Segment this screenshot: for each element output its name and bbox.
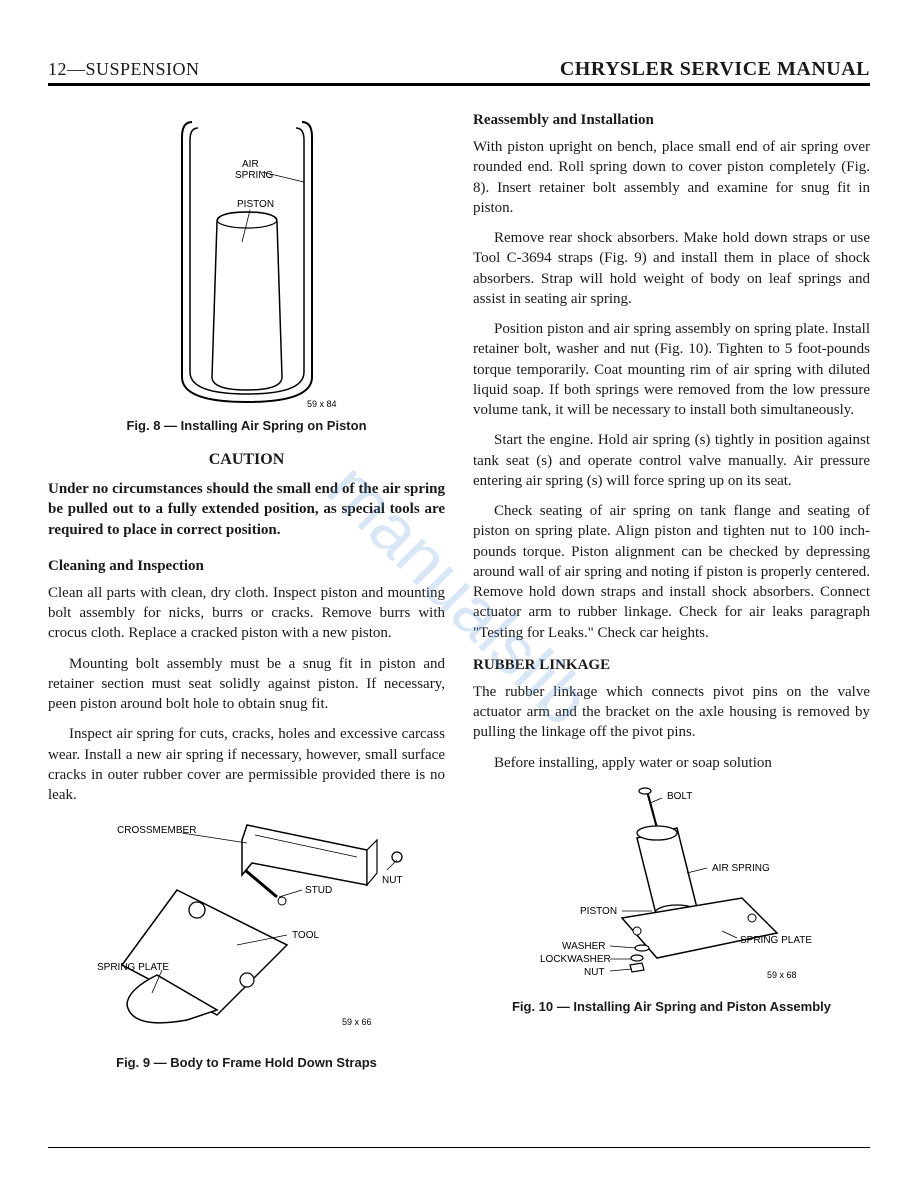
figure-10-svg: BOLT AIR SPRING PISTON SPRING PLATE WASH… — [492, 783, 852, 993]
reassembly-heading: Reassembly and Installation — [473, 112, 870, 129]
fig9-label-nut: NUT — [382, 875, 403, 886]
page: manualslib 12—SUSPENSION CHRYSLER SERVIC… — [0, 0, 918, 1188]
fig10-label-airspring: AIR SPRING — [712, 863, 770, 874]
fig9-label-springplate: SPRING PLATE — [97, 962, 169, 973]
fig8-label-piston: PISTON — [237, 199, 274, 210]
fig10-label-piston: PISTON — [580, 906, 617, 917]
fig10-label-bolt: BOLT — [667, 791, 692, 802]
rubber-heading: RUBBER LINKAGE — [473, 657, 870, 674]
fig10-label-nut: NUT — [584, 967, 605, 978]
fig8-label-airspring: AIR — [242, 159, 259, 170]
figure-10: BOLT AIR SPRING PISTON SPRING PLATE WASH… — [473, 783, 870, 1014]
figure-8-caption: Fig. 8 — Installing Air Spring on Piston — [48, 418, 445, 433]
header-right: CHRYSLER SERVICE MANUAL — [560, 58, 870, 81]
left-column: AIR SPRING PISTON 59 x 84 Fig. 8 — Insta… — [48, 112, 445, 1070]
footer-rule — [48, 1147, 870, 1148]
caution-body: Under no circumstances should the small … — [48, 479, 445, 540]
right-column: Reassembly and Installation With piston … — [473, 112, 870, 1070]
page-header: 12—SUSPENSION CHRYSLER SERVICE MANUAL — [48, 58, 870, 86]
fig9-label-crossmember: CROSSMEMBER — [117, 825, 196, 836]
figure-8-svg: AIR SPRING PISTON 59 x 84 — [132, 112, 362, 412]
fig8-code: 59 x 84 — [307, 399, 337, 409]
cleaning-heading: Cleaning and Inspection — [48, 558, 445, 575]
fig10-label-washer: WASHER — [562, 941, 606, 952]
reassembly-p2: Remove rear shock absorbers. Make hold d… — [473, 228, 870, 309]
rubber-p2: Before installing, apply water or soap s… — [473, 753, 870, 773]
fig9-label-tool: TOOL — [292, 930, 319, 941]
reassembly-p5: Check seating of air spring on tank flan… — [473, 501, 870, 643]
fig10-label-lockwasher: LOCKWASHER — [540, 954, 611, 965]
fig9-code: 59 x 66 — [342, 1017, 372, 1027]
reassembly-p3: Position piston and air spring assembly … — [473, 319, 870, 420]
reassembly-p1: With piston upright on bench, place smal… — [473, 137, 870, 218]
caution-heading: CAUTION — [48, 451, 445, 469]
reassembly-p4: Start the engine. Hold air spring (s) ti… — [473, 430, 870, 491]
cleaning-p2: Mounting bolt assembly must be a snug fi… — [48, 654, 445, 715]
fig8-label-airspring2: SPRING — [235, 170, 274, 181]
fig10-label-springplate: SPRING PLATE — [740, 935, 812, 946]
figure-10-caption: Fig. 10 — Installing Air Spring and Pist… — [473, 999, 870, 1014]
fig10-code: 59 x 68 — [767, 970, 797, 980]
two-column-body: AIR SPRING PISTON 59 x 84 Fig. 8 — Insta… — [48, 112, 870, 1070]
figure-9-svg: CROSSMEMBER NUT STUD TOOL SPRING PLATE 5… — [67, 815, 427, 1045]
cleaning-p3: Inspect air spring for cuts, cracks, hol… — [48, 724, 445, 805]
header-left: 12—SUSPENSION — [48, 59, 200, 80]
rubber-p1: The rubber linkage which connects pivot … — [473, 682, 870, 743]
fig9-label-stud: STUD — [305, 885, 332, 896]
figure-9: CROSSMEMBER NUT STUD TOOL SPRING PLATE 5… — [48, 815, 445, 1070]
figure-8: AIR SPRING PISTON 59 x 84 Fig. 8 — Insta… — [48, 112, 445, 433]
figure-9-caption: Fig. 9 — Body to Frame Hold Down Straps — [48, 1055, 445, 1070]
cleaning-p1: Clean all parts with clean, dry cloth. I… — [48, 583, 445, 644]
